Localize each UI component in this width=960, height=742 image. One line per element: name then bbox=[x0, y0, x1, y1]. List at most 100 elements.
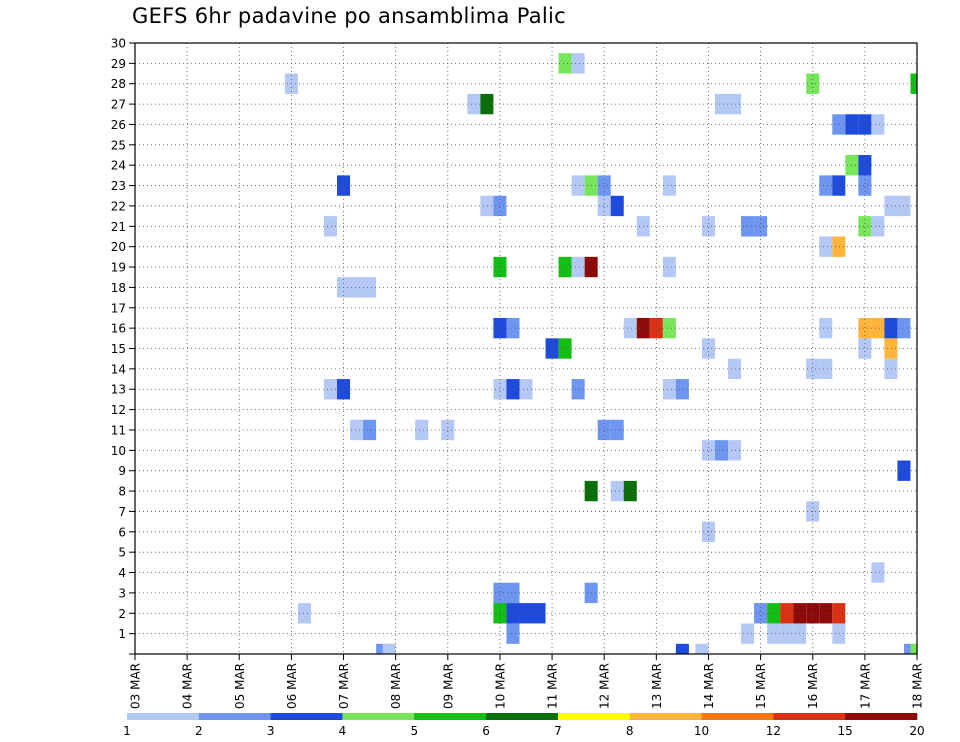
y-tick-label: 14 bbox=[111, 362, 126, 376]
heatmap-cell bbox=[597, 195, 611, 217]
heatmap-cell bbox=[350, 277, 364, 298]
heatmap-cell bbox=[819, 317, 833, 339]
heatmap-cell bbox=[610, 480, 624, 502]
y-tick-label: 6 bbox=[118, 525, 126, 539]
heatmap-cell bbox=[884, 317, 898, 339]
heatmap-cell bbox=[910, 643, 917, 654]
heatmap-cell bbox=[701, 338, 715, 359]
legend-swatch bbox=[773, 713, 846, 720]
x-tick-label: 14 MAR bbox=[702, 663, 716, 709]
heatmap-cell bbox=[728, 358, 742, 380]
y-tick-label: 21 bbox=[111, 220, 126, 234]
heatmap-cell bbox=[754, 216, 768, 237]
y-tick-label: 19 bbox=[111, 261, 126, 275]
y-tick-label: 7 bbox=[118, 505, 126, 519]
legend-swatch bbox=[414, 713, 487, 720]
x-tick-label: 03 MAR bbox=[129, 663, 143, 709]
heatmap-cell bbox=[519, 379, 533, 400]
legend-label: 4 bbox=[339, 724, 347, 738]
y-tick-label: 2 bbox=[118, 607, 126, 621]
heatmap-cell bbox=[714, 93, 729, 115]
heatmap-cell bbox=[858, 175, 872, 196]
x-tick-label: 04 MAR bbox=[181, 663, 195, 709]
x-tick-label: 18 MAR bbox=[911, 663, 925, 709]
legend-swatch bbox=[342, 713, 415, 720]
x-tick-label: 16 MAR bbox=[806, 663, 820, 709]
heatmap-cell bbox=[558, 256, 572, 278]
y-tick-label: 4 bbox=[118, 566, 126, 580]
y-tick-label: 9 bbox=[118, 464, 126, 478]
heatmap-cell bbox=[780, 623, 794, 644]
heatmap-cell bbox=[871, 114, 885, 135]
heatmap-cell bbox=[884, 195, 898, 217]
y-tick-label: 20 bbox=[111, 240, 126, 254]
legend-swatch bbox=[486, 713, 559, 720]
heatmap-cell bbox=[662, 379, 676, 400]
heatmap-cell bbox=[506, 379, 520, 400]
heatmap-cell bbox=[695, 643, 709, 654]
y-tick-label: 28 bbox=[111, 77, 126, 91]
legend-swatch bbox=[127, 713, 200, 720]
y-tick-label: 3 bbox=[118, 586, 126, 600]
heatmap-cell bbox=[858, 155, 872, 176]
legend-label: 20 bbox=[909, 724, 924, 738]
heatmap-cell bbox=[675, 643, 689, 654]
x-tick-label: 09 MAR bbox=[441, 663, 455, 709]
heatmap-cell bbox=[610, 419, 624, 441]
heatmap-cell bbox=[415, 419, 429, 441]
y-tick-label: 22 bbox=[111, 199, 126, 213]
legend-swatch bbox=[557, 713, 631, 720]
heatmap-cell bbox=[506, 317, 520, 339]
y-tick-label: 1 bbox=[118, 627, 126, 641]
heatmap-cell bbox=[910, 73, 917, 94]
y-tick-label: 29 bbox=[111, 57, 126, 71]
heatmap-cell bbox=[832, 623, 846, 644]
x-tick-label: 13 MAR bbox=[650, 663, 664, 709]
chart-title: GEFS 6hr padavine po ansamblima Palic bbox=[132, 4, 567, 28]
heatmap-cell bbox=[662, 256, 676, 278]
heatmap-cell bbox=[806, 358, 820, 380]
legend-label: 6 bbox=[482, 724, 490, 738]
legend-swatch bbox=[701, 713, 774, 720]
heatmap-cell bbox=[519, 603, 533, 624]
heatmap-cell bbox=[382, 643, 396, 654]
heatmap-cell bbox=[597, 419, 611, 441]
y-tick-label: 5 bbox=[118, 546, 126, 560]
heatmap-cell bbox=[506, 582, 520, 604]
y-tick-label: 27 bbox=[111, 98, 126, 112]
legend-label: 5 bbox=[410, 724, 418, 738]
heatmap-cell bbox=[871, 216, 885, 237]
x-tick-label: 11 MAR bbox=[546, 663, 560, 709]
heatmap-cell bbox=[714, 440, 729, 461]
heatmap-cell bbox=[858, 216, 872, 237]
y-tick-label: 16 bbox=[111, 322, 126, 336]
heatmap-cell bbox=[832, 114, 846, 135]
heatmap-cell bbox=[819, 603, 833, 624]
x-tick-label: 10 MAR bbox=[493, 663, 507, 709]
heatmap-cell bbox=[675, 379, 689, 400]
legend-label: 15 bbox=[838, 724, 853, 738]
y-tick-label: 15 bbox=[111, 342, 126, 356]
legend-label: 10 bbox=[694, 724, 709, 738]
heatmap-cells bbox=[284, 53, 917, 654]
legend-label: 3 bbox=[267, 724, 275, 738]
heatmap-cell bbox=[728, 93, 742, 115]
heatmap-cell bbox=[545, 338, 559, 359]
legend-label: 7 bbox=[554, 724, 562, 738]
y-tick-label: 24 bbox=[111, 159, 126, 173]
heatmap-cell bbox=[571, 53, 585, 74]
heatmap-cell bbox=[506, 623, 520, 644]
heatmap-cell bbox=[467, 93, 481, 115]
x-tick-label: 07 MAR bbox=[337, 663, 351, 709]
heatmap-cell bbox=[571, 175, 585, 196]
heatmap-cell bbox=[806, 603, 820, 624]
heatmap-cell bbox=[780, 603, 794, 624]
heatmap-cell bbox=[832, 175, 846, 196]
y-tick-label: 10 bbox=[111, 444, 126, 458]
heatmap-cell bbox=[480, 195, 494, 217]
heatmap-cell bbox=[728, 440, 742, 461]
y-tick-label: 17 bbox=[111, 301, 126, 315]
heatmap-cell bbox=[662, 175, 676, 196]
heatmap-cell bbox=[323, 216, 338, 237]
